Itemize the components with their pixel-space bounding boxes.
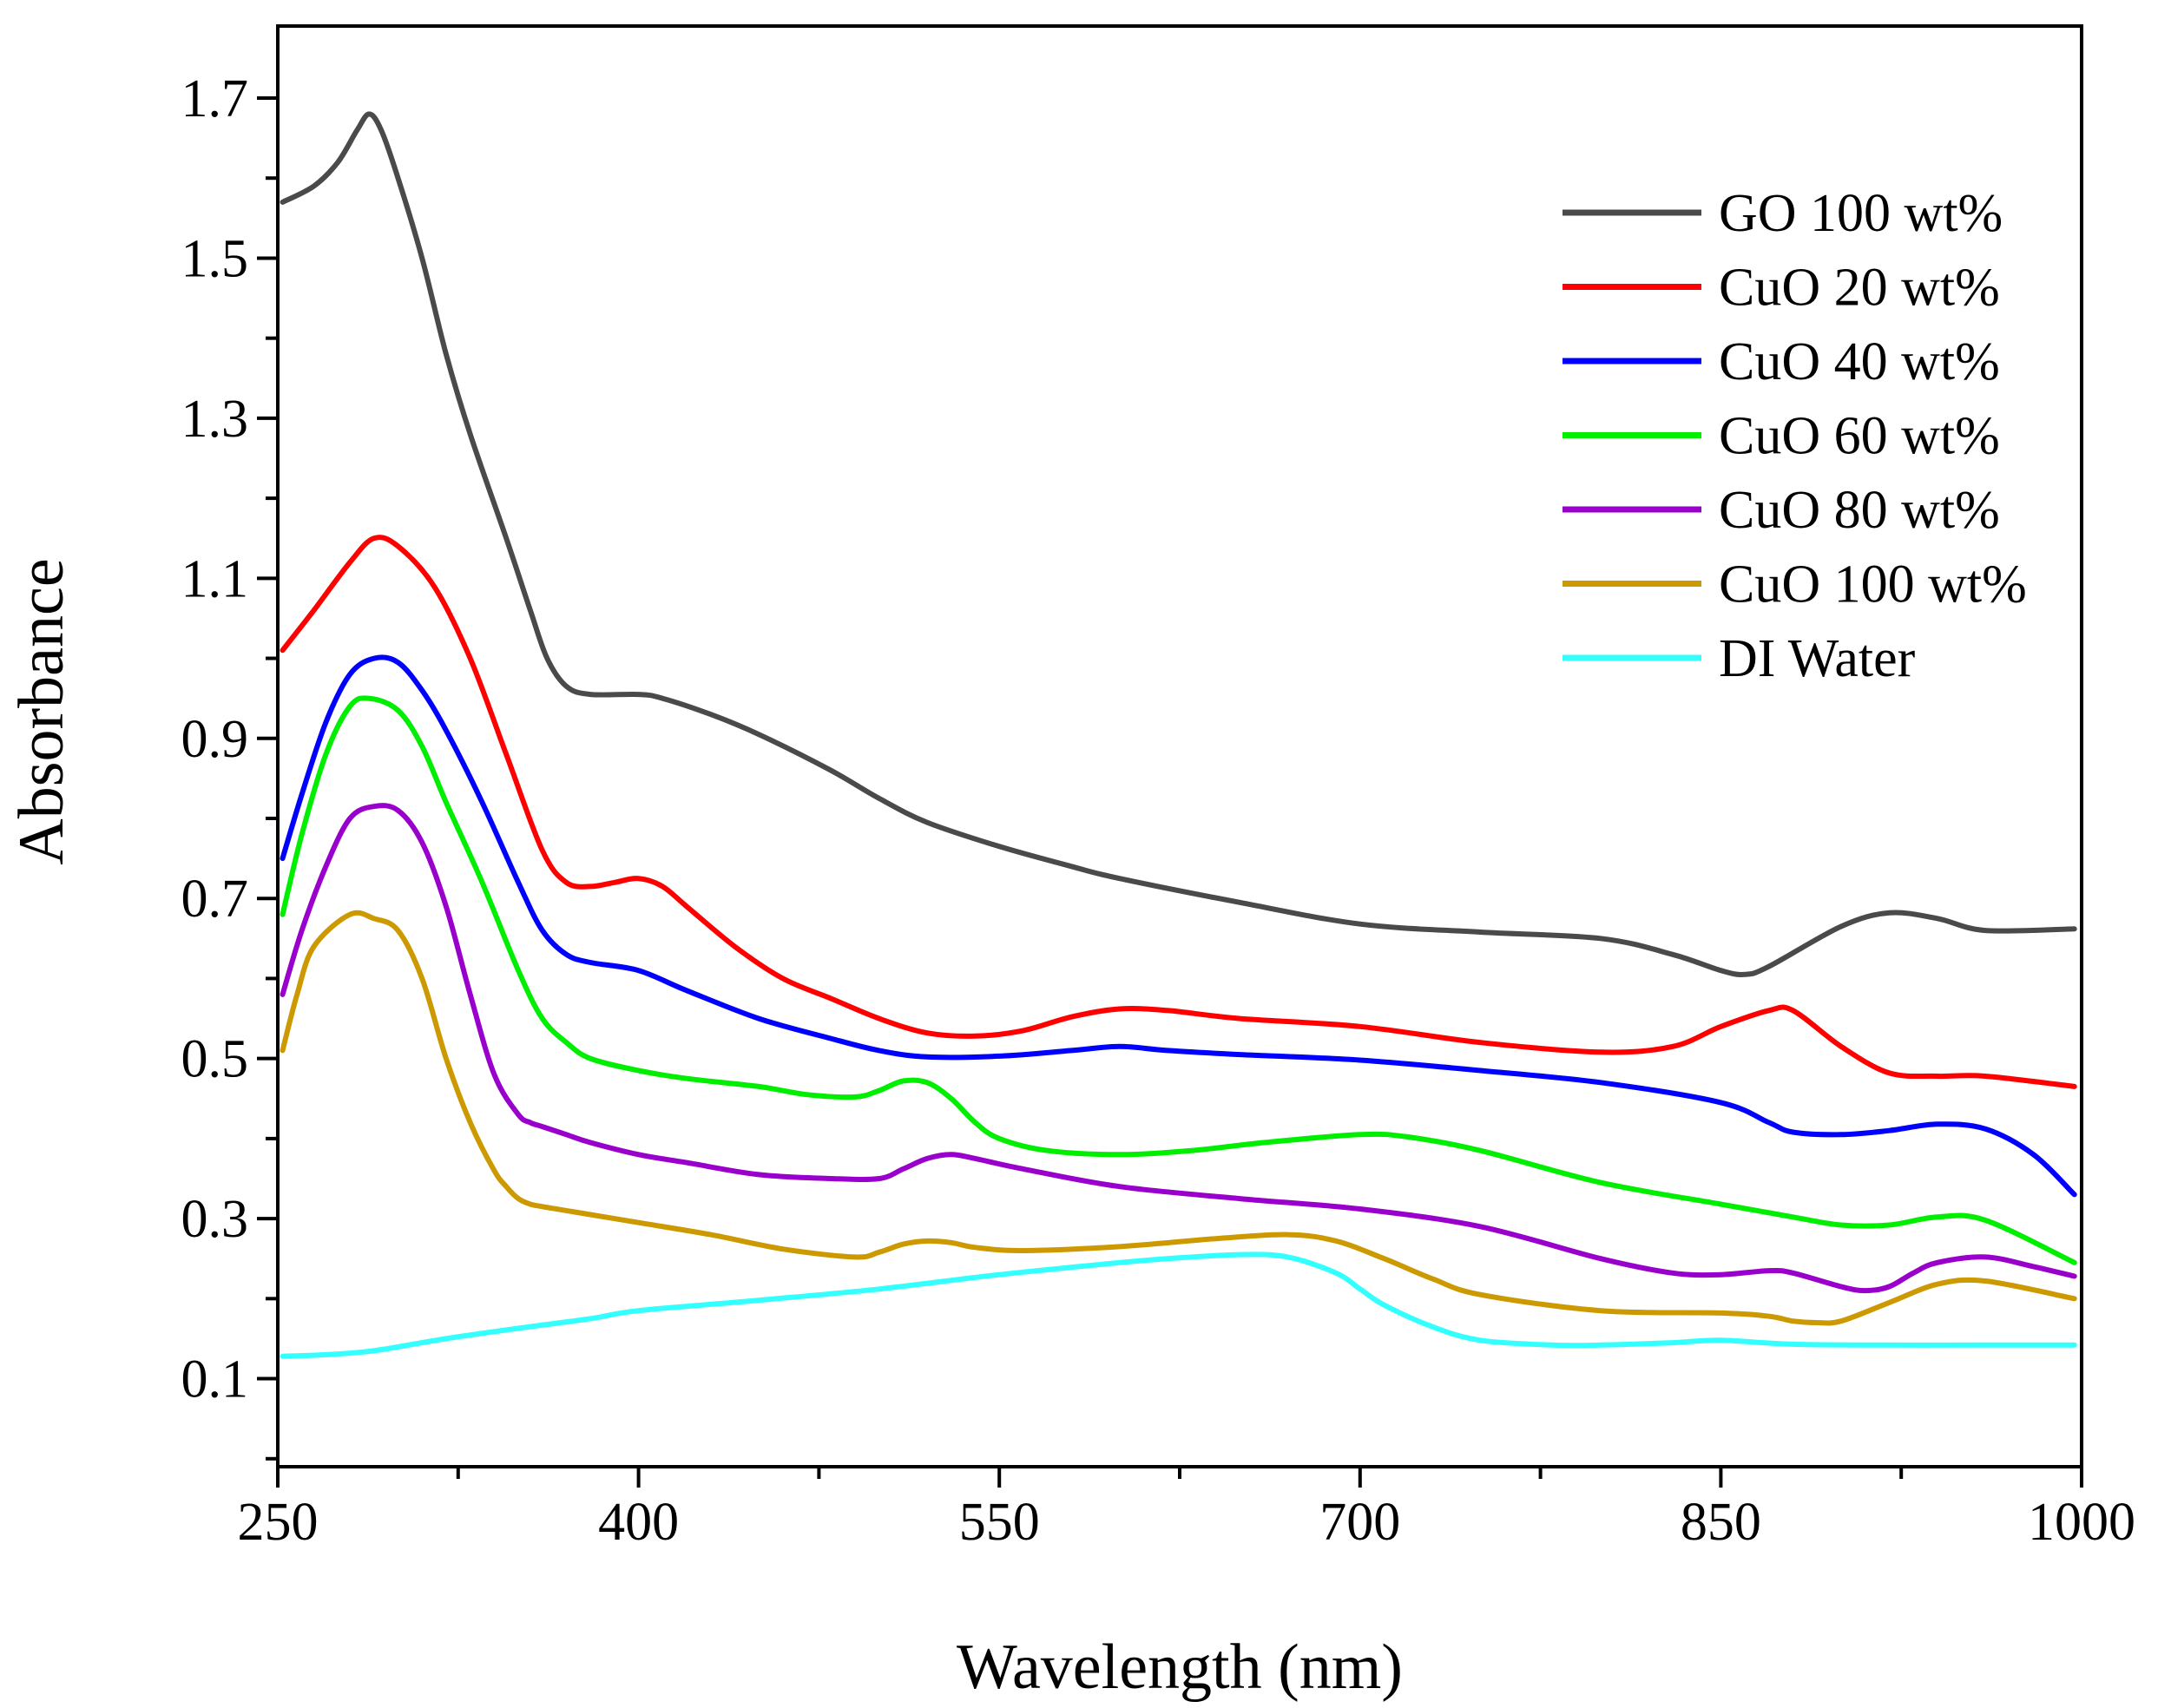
series-layer [280,111,2077,1359]
series-line-cuo-80-wt [280,803,2077,1294]
legend-label: DI Water [1719,629,1916,688]
axis-layer: 250 400 550 700 850 1000 0.1 0.3 0.5 0.7 0.9 1.1 1.3… [181,69,2136,1552]
y-tick-label: 0.5 [181,1030,249,1089]
legend-label: CuO 100 wt% [1719,555,2027,614]
y-tick-label: 1.1 [181,549,249,608]
y-tick-label: 1.3 [181,390,249,449]
y-tick-label: 1.7 [181,69,249,128]
y-tick-label: 1.5 [181,229,249,288]
y-tick-label: 0.9 [181,710,249,769]
legend: GO 100 wt% CuO 20 wt% CuO 40 wt% CuO 60 wt%… [1563,184,2027,688]
y-axis-title: Absorbance [6,558,77,864]
legend-label: CuO 40 wt% [1719,332,2000,391]
legend-label: CuO 20 wt% [1719,259,2000,318]
x-tick-label: 250 [238,1493,319,1552]
x-tick-label: 700 [1319,1493,1400,1552]
series-line-cuo-100-wt [280,910,2077,1326]
x-tick-label: 1000 [2028,1493,2135,1552]
x-tick-label: 400 [598,1493,679,1552]
x-tick-label: 550 [959,1493,1040,1552]
series-line-cuo-40-wt [280,654,2077,1198]
series-line-go-100-wt [280,111,2077,977]
legend-label: GO 100 wt% [1719,184,2003,243]
legend-label: CuO 80 wt% [1719,481,2000,540]
x-axis-title: Wavelength (nm) [957,1632,1403,1703]
legend-label: CuO 60 wt% [1719,407,2000,466]
x-tick-label: 850 [1681,1493,1761,1552]
y-tick-label: 0.1 [181,1350,249,1409]
series-line-di-water [280,1251,2077,1359]
series-line-cuo-20-wt [280,535,2077,1089]
series-line-cuo-60-wt [280,695,2077,1265]
y-tick-label: 0.3 [181,1190,249,1249]
y-tick-label: 0.7 [181,870,249,929]
